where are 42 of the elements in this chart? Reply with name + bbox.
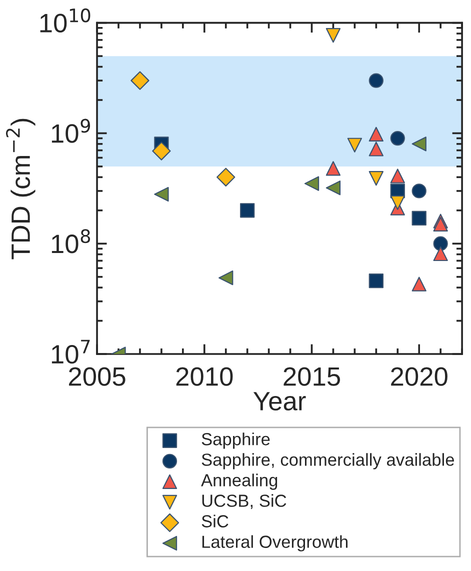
point	[154, 186, 169, 202]
y-tick-label: 10$^{10}$	[40, 8, 90, 32]
point	[326, 180, 341, 196]
point	[218, 270, 234, 286]
legend-label: Annealing	[201, 474, 278, 490]
x-tick-label: 2015	[284, 367, 340, 386]
point	[240, 203, 255, 218]
y-tick-label: 10$^{8}$	[52, 229, 90, 254]
y-tick-label: 10$^{7}$	[52, 340, 90, 364]
y-tick-label: 10$^{9}$	[52, 118, 90, 143]
point	[368, 142, 384, 156]
point	[412, 136, 426, 152]
legend-label: Sapphire, commercially available	[202, 453, 454, 470]
point	[368, 126, 384, 142]
point	[433, 236, 448, 251]
point	[433, 216, 448, 232]
point	[390, 168, 405, 184]
point	[390, 130, 405, 146]
legend-label: Sapphire	[202, 432, 270, 449]
x-tick-label: 2005	[69, 367, 126, 386]
x-tick-label: 2020	[391, 367, 448, 386]
point	[390, 195, 405, 210]
y-axis-title: TDD (cm$^{−2}$)	[6, 118, 36, 260]
point	[304, 176, 320, 191]
x-tick-label: 2010	[176, 367, 233, 386]
legend-label: SiC	[202, 514, 228, 528]
point	[368, 73, 384, 88]
point	[368, 171, 384, 186]
point	[152, 142, 171, 160]
point	[326, 161, 341, 176]
legend-label: Lateral Overgrowth	[202, 535, 348, 552]
point	[412, 276, 426, 292]
point	[412, 210, 426, 226]
point	[216, 168, 236, 187]
point	[368, 274, 384, 288]
point	[433, 246, 448, 262]
point	[130, 71, 150, 90]
point	[412, 184, 426, 198]
point	[347, 138, 362, 152]
point	[326, 28, 341, 43]
legend-label: UCSB, SiC	[202, 494, 286, 509]
x-axis-title: Year	[253, 392, 306, 411]
